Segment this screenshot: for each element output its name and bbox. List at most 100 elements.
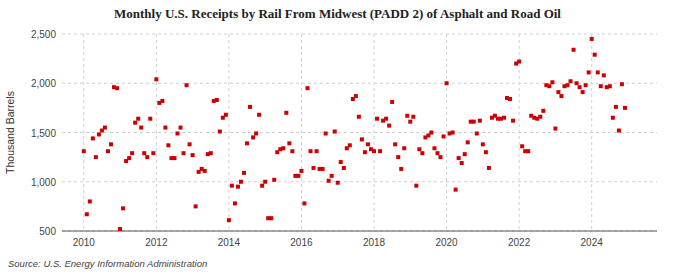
point <box>484 150 488 154</box>
point <box>572 48 576 52</box>
point <box>429 131 433 135</box>
point <box>559 94 563 98</box>
point <box>191 153 195 157</box>
x-tick-label: 2024 <box>581 237 604 248</box>
source: Source: U.S. Energy Information Administ… <box>8 258 207 269</box>
points <box>82 37 627 231</box>
point <box>339 160 343 164</box>
point <box>203 169 207 173</box>
point <box>230 184 234 188</box>
point <box>553 127 557 131</box>
point <box>312 166 316 170</box>
point <box>248 105 252 109</box>
x-grid-line <box>83 34 84 231</box>
point <box>333 130 337 134</box>
point <box>121 206 125 210</box>
point <box>414 184 418 188</box>
point <box>354 94 358 98</box>
point <box>106 149 110 153</box>
point <box>309 149 313 153</box>
point <box>154 77 158 81</box>
point <box>218 130 222 134</box>
point <box>556 90 560 94</box>
point <box>145 155 149 159</box>
y-grid-line <box>62 181 657 182</box>
point <box>620 82 624 86</box>
point <box>163 126 167 130</box>
point <box>517 60 521 64</box>
y-tick-label: 500 <box>39 226 56 237</box>
x-grid-line <box>301 34 302 231</box>
point <box>454 188 458 192</box>
point <box>94 155 98 159</box>
point <box>550 80 554 84</box>
y-tick-label: 2,500 <box>31 29 56 40</box>
point <box>487 166 491 170</box>
point <box>336 181 340 185</box>
point <box>91 136 95 140</box>
x-grid-line <box>591 34 592 231</box>
point <box>82 149 86 153</box>
point <box>315 149 319 153</box>
y-tick-label: 2,000 <box>31 78 56 89</box>
point <box>466 140 470 144</box>
point <box>463 152 467 156</box>
point <box>584 83 588 87</box>
point <box>457 156 461 160</box>
point <box>402 146 406 150</box>
point <box>511 119 515 123</box>
point <box>596 70 600 74</box>
point <box>224 113 228 117</box>
point <box>384 117 388 121</box>
point <box>296 174 300 178</box>
point <box>263 180 267 184</box>
point <box>287 141 291 145</box>
point <box>127 156 131 160</box>
point <box>166 143 170 147</box>
point <box>321 167 325 171</box>
point <box>520 144 524 148</box>
y-axis-label: Thousand Barrels <box>4 91 16 174</box>
x-tick-label: 2020 <box>435 237 458 248</box>
point <box>408 120 412 124</box>
point <box>330 174 334 178</box>
x-grid-line <box>228 34 229 231</box>
point <box>378 149 382 153</box>
point <box>160 99 164 103</box>
x-tick-label: 2010 <box>73 237 96 248</box>
point <box>436 151 440 155</box>
point <box>281 146 285 150</box>
point <box>375 117 379 121</box>
point <box>569 79 573 83</box>
y-tick-label: 1,500 <box>31 128 56 139</box>
point <box>432 146 436 150</box>
point <box>245 141 249 145</box>
chart: Monthly U.S. Receipts by Rail From Midwe… <box>0 0 675 275</box>
point <box>405 114 409 118</box>
point <box>233 201 237 205</box>
point <box>502 116 506 120</box>
point <box>272 178 276 182</box>
point <box>602 73 606 77</box>
point <box>411 115 415 119</box>
point <box>260 184 264 188</box>
point <box>103 126 107 130</box>
point <box>460 161 464 165</box>
point <box>475 131 479 135</box>
point <box>194 204 198 208</box>
point <box>209 151 213 155</box>
x-tick-label: 2022 <box>508 237 531 248</box>
x-axis-line <box>62 231 657 232</box>
point <box>547 84 551 88</box>
x-tick-label: 2016 <box>290 237 313 248</box>
point <box>306 86 310 90</box>
point <box>109 142 113 146</box>
point <box>342 166 346 170</box>
point <box>611 116 615 120</box>
y-grid-line <box>62 34 657 35</box>
x-tick-label: 2012 <box>145 237 168 248</box>
point <box>118 227 122 231</box>
point <box>215 98 219 102</box>
x-tick-label: 2018 <box>363 237 386 248</box>
point <box>614 105 618 109</box>
